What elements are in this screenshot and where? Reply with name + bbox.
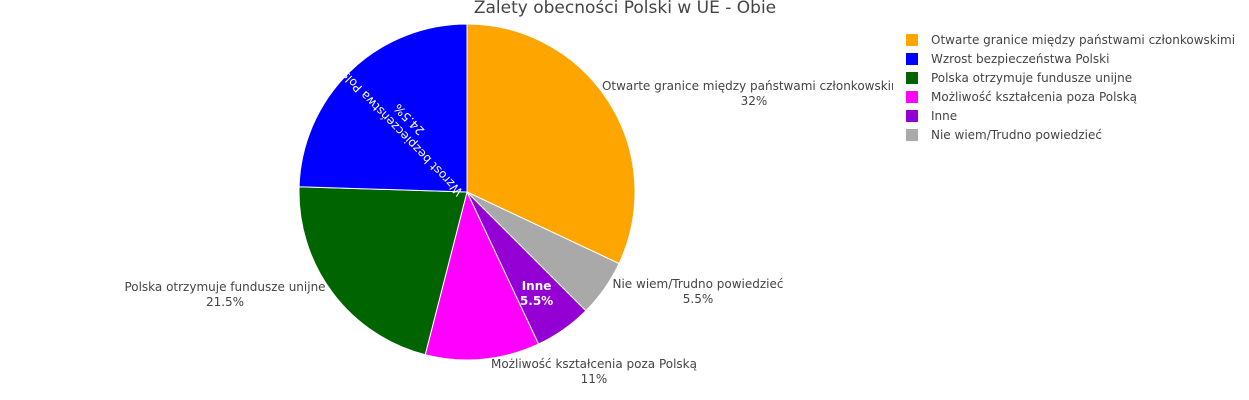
legend-item-nie-wiem-trudno-powiedziec[interactable]: Nie wiem/Trudno powiedzieć <box>906 128 1102 142</box>
slice-percent-polska-otrzymuje-fundusze-unijne: 21.5% <box>206 295 244 309</box>
legend-swatch <box>906 110 918 122</box>
slice-label-mozliwosc-ksztalcenia-poza-polska: Możliwość kształcenia poza Polską <box>491 357 697 371</box>
legend-swatch <box>906 91 918 103</box>
legend-label: Inne <box>931 109 957 123</box>
legend-item-wzrost-bezpieczenstwa-polski[interactable]: Wzrost bezpieczeństwa Polski <box>906 52 1109 66</box>
slice-percent-mozliwosc-ksztalcenia-poza-polska: 11% <box>581 372 608 386</box>
slice-label-polska-otrzymuje-fundusze-unijne: Polska otrzymuje fundusze unijne <box>124 280 325 294</box>
legend-item-polska-otrzymuje-fundusze-unijne[interactable]: Polska otrzymuje fundusze unijne <box>906 71 1132 85</box>
legend-label: Nie wiem/Trudno powiedzieć <box>931 128 1102 142</box>
legend-swatch <box>906 129 918 141</box>
pie-slice-polska-otrzymuje-fundusze-unijne[interactable] <box>298 186 468 356</box>
pie-slice-wzrost-bezpieczenstwa-polski[interactable] <box>298 23 468 193</box>
legend-label: Możliwość kształcenia poza Polską <box>931 90 1137 104</box>
legend-item-inne[interactable]: Inne <box>906 109 957 123</box>
legend-swatch <box>906 34 918 46</box>
pie-layer <box>298 23 636 361</box>
slice-label-inne: Inne <box>522 279 552 293</box>
legend-swatch <box>906 53 918 65</box>
pie-slice-otwarte-granice-miedzy-panstwami-czlonkowskimi[interactable] <box>466 23 636 265</box>
slice-percent-inne: 5.5% <box>520 294 553 308</box>
slice-percent-otwarte-granice-miedzy-panstwami-czlonkowskimi: 32% <box>741 94 768 108</box>
legend-label: Otwarte granice między państwami członko… <box>931 33 1235 47</box>
legend-item-otwarte-granice-miedzy-panstwami-czlonkowskimi[interactable]: Otwarte granice między państwami członko… <box>906 33 1235 47</box>
legend-item-mozliwosc-ksztalcenia-poza-polska[interactable]: Możliwość kształcenia poza Polską <box>906 90 1137 104</box>
legend-label: Polska otrzymuje fundusze unijne <box>931 71 1132 85</box>
slice-percent-nie-wiem-trudno-powiedziec: 5.5% <box>683 292 714 306</box>
legend: Otwarte granice między państwami członko… <box>906 33 1235 142</box>
slice-label-nie-wiem-trudno-powiedziec: Nie wiem/Trudno powiedzieć <box>613 277 784 291</box>
chart-title: Zalety obecności Polski w UE - Obie <box>474 0 776 18</box>
legend-label: Wzrost bezpieczeństwa Polski <box>931 52 1109 66</box>
slice-label-otwarte-granice-miedzy-panstwami-czlonkowskimi: Otwarte granice między państwami członko… <box>602 79 906 93</box>
legend-swatch <box>906 72 918 84</box>
pie-slice-mozliwosc-ksztalcenia-poza-polska[interactable] <box>424 190 540 361</box>
